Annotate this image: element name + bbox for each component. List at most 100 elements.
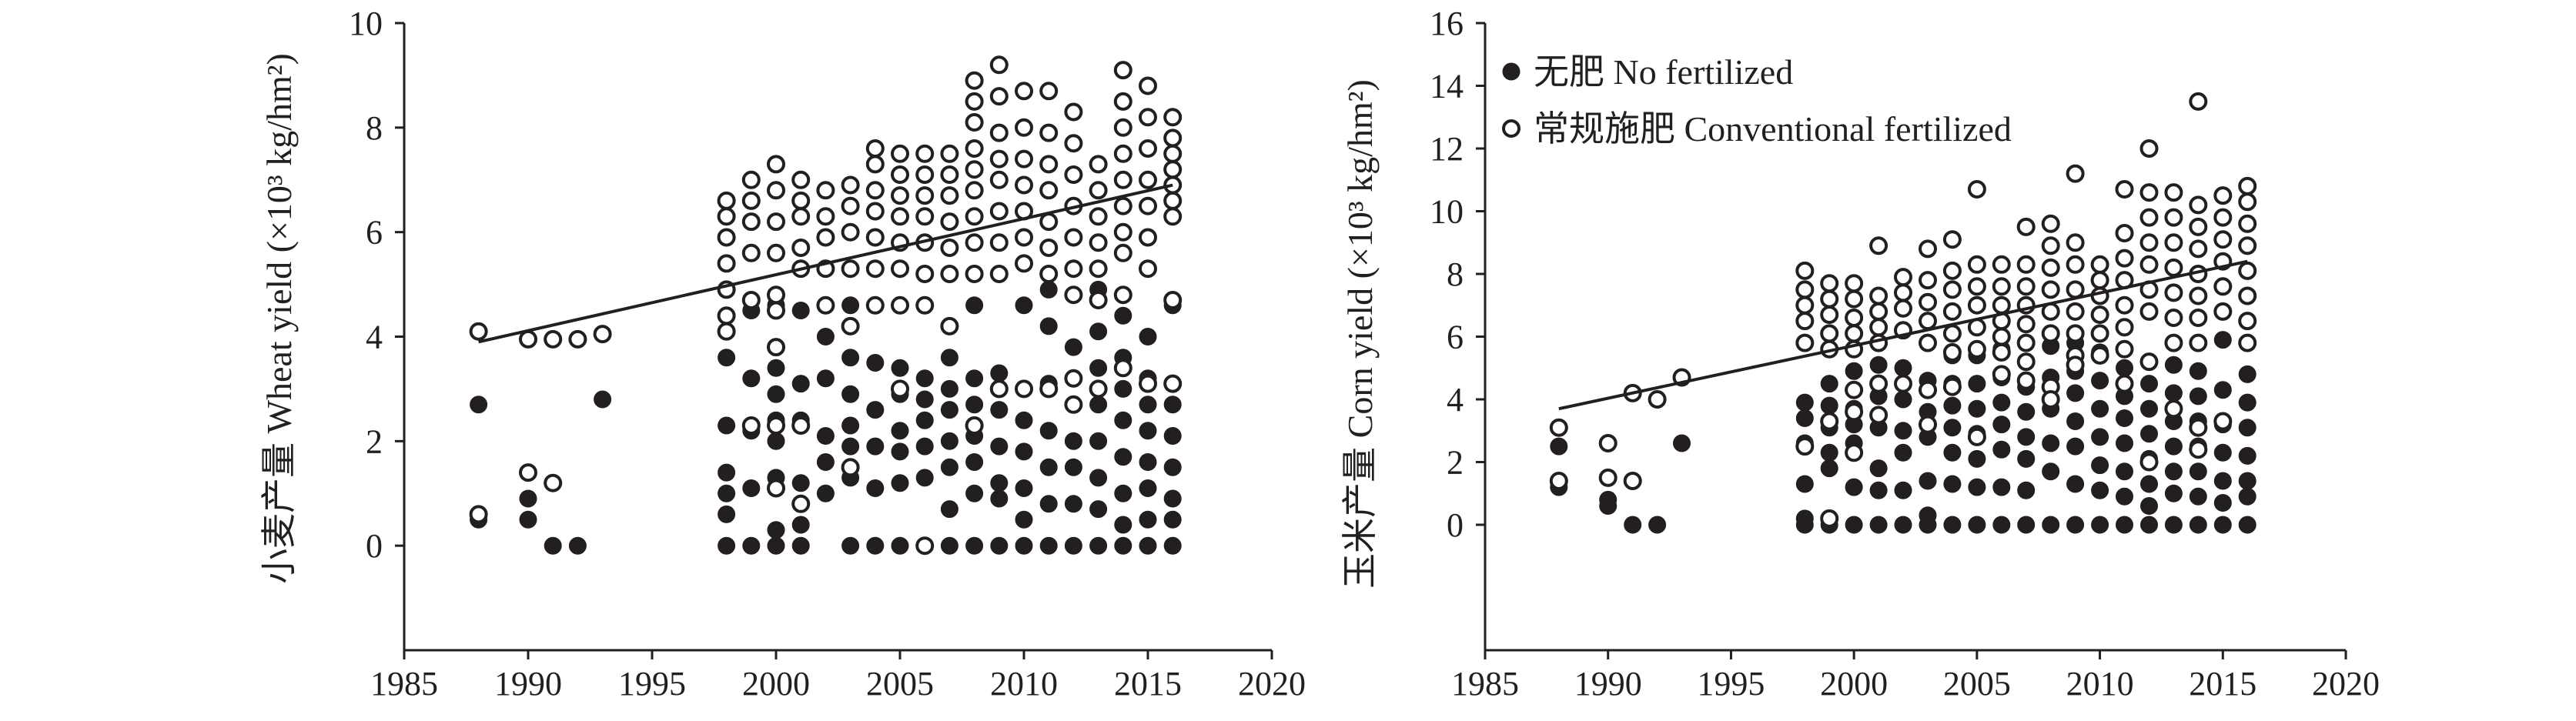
data-point-no-fertilized (1089, 432, 1108, 450)
data-point-no-fertilized (1139, 536, 1157, 555)
data-point-conventional-fertilized (1064, 134, 1083, 153)
data-point-conventional-fertilized (1942, 302, 1962, 321)
x-tick-label: 1985 (370, 665, 438, 703)
data-point-no-fertilized (816, 328, 835, 345)
data-point-no-fertilized (841, 385, 860, 403)
data-point-no-fertilized (1943, 443, 1962, 462)
data-point-no-fertilized (2140, 497, 2158, 515)
data-point-no-fertilized (2213, 472, 2232, 490)
y-tick-label: 0 (1447, 506, 1464, 544)
data-point-no-fertilized (2238, 365, 2257, 383)
data-point-no-fertilized (1894, 422, 1912, 440)
data-point-conventional-fertilized (989, 202, 1009, 221)
data-point-no-fertilized (1139, 422, 1157, 440)
data-point-no-fertilized (1064, 338, 1082, 356)
data-point-no-fertilized (2238, 446, 2257, 465)
data-point-conventional-fertilized (1820, 324, 1839, 343)
data-point-no-fertilized (2140, 375, 2158, 393)
data-point-no-fertilized (2238, 419, 2257, 437)
y-tick-label: 2 (1447, 444, 1464, 482)
data-point-conventional-fertilized (1648, 390, 1667, 409)
data-point-conventional-fertilized (2213, 302, 2233, 321)
data-point-no-fertilized (915, 390, 934, 409)
data-point-no-fertilized (1968, 516, 1986, 534)
data-point-no-fertilized (1968, 449, 1986, 468)
data-point-conventional-fertilized (1113, 144, 1132, 163)
data-point-no-fertilized (1968, 478, 1986, 496)
data-point-conventional-fertilized (891, 379, 909, 399)
data-point-conventional-fertilized (1039, 123, 1059, 142)
data-point-no-fertilized (1163, 458, 1182, 476)
data-point-conventional-fertilized (1139, 374, 1157, 393)
data-point-conventional-fertilized (915, 207, 935, 226)
data-point-conventional-fertilized (2189, 440, 2208, 459)
wheat-plot-area (469, 55, 1183, 556)
data-point-no-fertilized (1114, 448, 1132, 466)
data-point-no-fertilized (1648, 516, 1667, 534)
data-point-conventional-fertilized (2189, 333, 2208, 352)
data-point-conventional-fertilized (2238, 261, 2257, 280)
data-point-conventional-fertilized (2164, 258, 2183, 277)
data-point-no-fertilized (1820, 459, 1838, 478)
data-point-no-fertilized (2017, 449, 2036, 468)
data-point-conventional-fertilized (865, 181, 885, 200)
data-point-no-fertilized (1992, 516, 2011, 534)
data-point-no-fertilized (1163, 427, 1182, 445)
data-point-no-fertilized (2116, 409, 2133, 427)
data-point-conventional-fertilized (2189, 195, 2208, 215)
data-point-conventional-fertilized (1942, 377, 1962, 396)
data-point-conventional-fertilized (1919, 271, 1937, 290)
data-point-no-fertilized (2091, 456, 2109, 475)
data-point-conventional-fertilized (2238, 214, 2257, 233)
data-point-conventional-fertilized (469, 322, 488, 341)
data-point-no-fertilized (767, 385, 785, 403)
data-point-no-fertilized (1845, 516, 1863, 534)
data-point-no-fertilized (940, 536, 958, 555)
corn-axes: 0 2 4 6 8 10 12 14 16 1985 1990 1995 2000 2005 2010 201… (1430, 5, 2380, 703)
data-point-conventional-fertilized (989, 379, 1009, 399)
data-point-no-fertilized (965, 396, 984, 414)
data-point-conventional-fertilized (767, 338, 785, 357)
data-point-conventional-fertilized (1015, 118, 1033, 137)
data-point-conventional-fertilized (2115, 249, 2134, 268)
data-point-conventional-fertilized (1967, 427, 1986, 446)
data-point-conventional-fertilized (2066, 355, 2085, 375)
data-point-conventional-fertilized (2016, 277, 2036, 296)
x-tick-label: 1990 (1574, 665, 1642, 703)
data-point-conventional-fertilized (1942, 324, 1962, 343)
data-point-no-fertilized (2091, 372, 2109, 390)
data-point-conventional-fertilized (965, 113, 984, 132)
data-point-no-fertilized (1114, 379, 1132, 398)
y-tick-label: 6 (366, 214, 383, 252)
data-point-conventional-fertilized (1919, 380, 1937, 399)
data-point-conventional-fertilized (2238, 236, 2257, 255)
x-tick-label: 2005 (1943, 665, 2011, 703)
data-point-conventional-fertilized (568, 329, 587, 349)
data-point-conventional-fertilized (767, 479, 785, 498)
data-point-no-fertilized (594, 390, 612, 409)
data-point-no-fertilized (1015, 411, 1033, 429)
data-point-conventional-fertilized (891, 165, 909, 184)
data-point-no-fertilized (1039, 317, 1058, 335)
data-point-no-fertilized (891, 442, 909, 461)
data-point-no-fertilized (2091, 428, 2109, 446)
y-tick-label: 4 (366, 319, 383, 356)
y-tick-label: 14 (1430, 68, 1464, 105)
data-point-no-fertilized (2017, 481, 2036, 499)
x-tick-label: 2005 (866, 665, 934, 703)
data-point-conventional-fertilized (915, 165, 935, 184)
data-point-no-fertilized (2091, 516, 2109, 534)
data-point-no-fertilized (866, 401, 885, 419)
data-point-no-fertilized (791, 302, 810, 319)
data-point-no-fertilized (1894, 516, 1912, 534)
data-point-conventional-fertilized (1967, 180, 1986, 199)
data-point-conventional-fertilized (1015, 149, 1033, 169)
data-point-conventional-fertilized (469, 505, 488, 524)
data-point-conventional-fertilized (940, 265, 959, 283)
x-tick-label: 2015 (2189, 665, 2257, 703)
data-point-no-fertilized (2140, 399, 2158, 418)
data-point-no-fertilized (816, 369, 835, 388)
data-point-conventional-fertilized (940, 239, 959, 257)
x-tick-label: 2000 (742, 665, 810, 703)
data-point-no-fertilized (1894, 359, 1912, 377)
